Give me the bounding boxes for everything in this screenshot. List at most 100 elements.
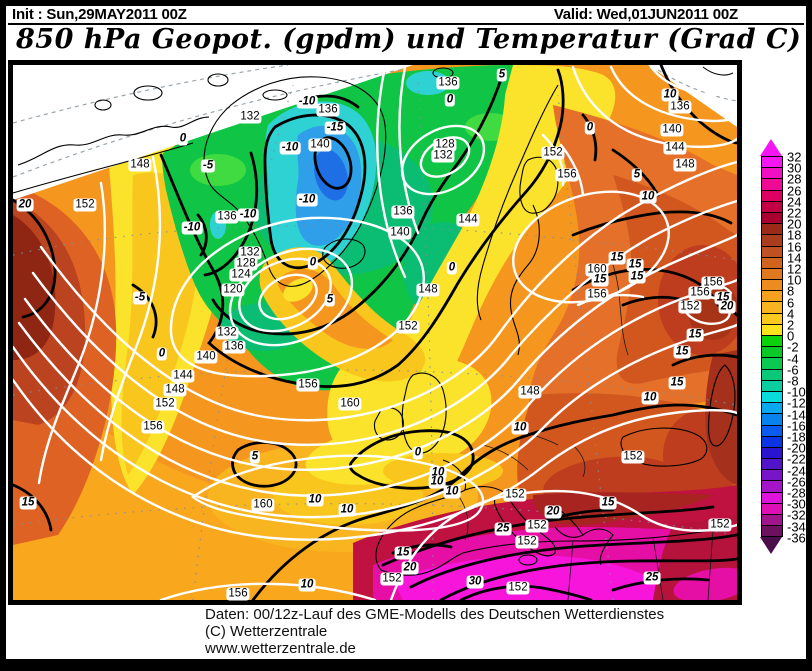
temperature-label: -15 [324,121,346,135]
temperature-label: -5 [200,159,216,173]
colorbar-block [762,481,782,493]
temperature-label: 0 [156,347,168,361]
temperature-label: 15 [19,496,37,510]
temperature-label: 20 [16,198,34,212]
temperature-label: 15 [668,376,686,390]
footer-line-copyright: (C) Wetterzentrale [205,623,328,640]
colorbar-tick-label: 30 [787,160,802,176]
colorbar-tick-label: 28 [787,171,802,187]
colorbar-block [762,414,782,426]
colorbar-tick-label: -16 [787,418,806,434]
temperature-label: 0 [307,256,319,270]
colorbar-tick-label: -28 [787,485,806,501]
colorbar-tick-label: -10 [787,384,806,400]
footer-credits: Daten: 00/12z-Lauf des GME-Modells des D… [205,606,664,657]
colorbar-block [762,257,782,269]
colorbar-tick-label: 6 [787,295,795,311]
temperature-label: 10 [338,503,356,517]
geopotential-label: 148 [416,283,440,297]
colorbar-block [762,503,782,515]
colorbar-block [762,235,782,247]
colorbar-block [762,168,782,180]
geopotential-label: 140 [388,226,412,240]
geopotential-label: 156 [585,288,609,302]
footer-line-data-source: Daten: 00/12z-Lauf des GME-Modells des D… [205,606,665,623]
temperature-label: 10 [661,88,679,102]
colorbar-tick-label: -32 [787,507,806,523]
geopotential-label: 140 [194,350,218,364]
geopotential-label: 152 [506,581,530,595]
geopotential-label: 148 [128,158,152,172]
temperature-label: 10 [641,391,659,405]
geopotential-label: 152 [541,146,565,160]
geopotential-label: 136 [391,205,415,219]
colorbar-block [762,291,782,303]
temperature-label: 20 [718,300,736,314]
colorbar-tick-label: -6 [787,362,799,378]
colorbar-tick-label: 8 [787,283,795,299]
colorbar-tick-label: -22 [787,451,806,467]
colorbar-block [762,201,782,213]
colorbar-arrow-bottom [760,537,782,554]
temperature-label: -10 [237,208,259,222]
weather-map: 132 128 124 120 132 136 140 144 148 152 156 148 152 1… [8,60,742,605]
geopotential-label: 120 [221,283,245,297]
geopotential-label: 144 [171,369,195,383]
colorbar-block [762,313,782,325]
geopotential-label: 136 [436,76,460,90]
geopotential-label: 152 [153,397,177,411]
geopotential-label: 136 [668,100,692,114]
temperature-label: 10 [639,190,657,204]
colorbar-stack [761,156,783,538]
contour-label-layer: 132 128 124 120 132 136 140 144 148 152 156 148 152 1… [13,65,737,601]
geopotential-label: 148 [518,385,542,399]
colorbar-tick-label: -14 [787,407,806,423]
colorbar-block [762,157,782,169]
temperature-label: 25 [643,571,661,585]
colorbar-block [762,436,782,448]
colorbar-tick-label: 22 [787,205,802,221]
colorbar-block [762,179,782,191]
geopotential-label: 152 [678,300,702,314]
header-row: Init : Sun,29MAY2011 00Z Valid: Wed,01JU… [8,6,804,25]
colorbar-block [762,526,782,537]
geopotential-label: 140 [660,123,684,137]
temperature-label: 5 [631,168,643,182]
geopotential-label: 156 [555,168,579,182]
colorbar-tick-label: 24 [787,194,802,210]
temperature-label: 30 [466,575,484,589]
colorbar-tick-label: -12 [787,395,806,411]
temperature-label: 0 [446,261,458,275]
temperature-label: 20 [401,561,419,575]
coastline-outside [13,66,734,194]
colorbar-tick-label: 18 [787,227,802,243]
graticule-inside [13,79,737,600]
colorbar: 32 30 28 26 24 22 20 18 16 14 12 10 8 6 4 2 0 -2 -4 -6 -8 -10… [760,139,806,560]
temperature-label: 15 [628,270,646,284]
temperature-label: -10 [296,95,318,109]
colorbar-tick-label: 32 [787,149,802,165]
colorbar-block [762,369,782,381]
temperature-label: 5 [249,450,261,464]
colorbar-tick-label: -2 [787,339,799,355]
temperature-label: 15 [673,345,691,359]
geopotential-label: 140 [308,138,332,152]
colorbar-tick-label: -24 [787,463,806,479]
colorbar-block [762,403,782,415]
colorbar-tick-label: 2 [787,317,795,333]
init-time-label: Init : Sun,29MAY2011 00Z [12,6,187,23]
colorbar-block [762,190,782,202]
temperature-label: -10 [296,193,318,207]
colorbar-block [762,425,782,437]
temperature-label: 0 [584,121,596,135]
valid-time-label: Valid: Wed,01JUN2011 00Z [553,6,738,23]
temperature-label: -10 [279,141,301,155]
geopotential-label: 136 [316,103,340,117]
colorbar-tick-label: -20 [787,440,806,456]
geopotential-label: 148 [673,158,697,172]
temperature-label: 5 [324,293,336,307]
colorbar-tick-label: 0 [787,328,795,344]
content-frame: Init : Sun,29MAY2011 00Z Valid: Wed,01JU… [6,6,806,659]
geopotential-label: 160 [251,498,275,512]
